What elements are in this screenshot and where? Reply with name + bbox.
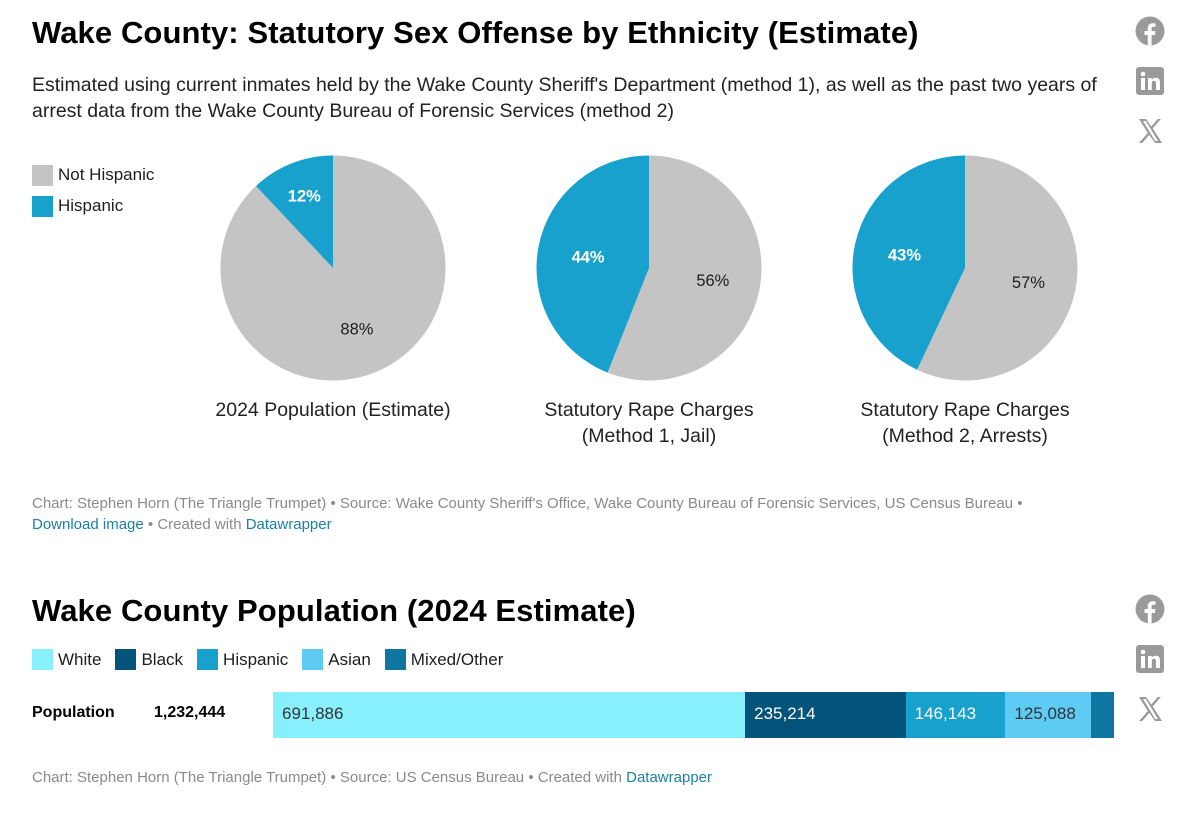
pie-label-hispanic: 12% bbox=[288, 187, 321, 205]
chart-footer: Chart: Stephen Horn (The Triangle Trumpe… bbox=[32, 493, 1152, 535]
social-share bbox=[1135, 16, 1167, 166]
bar-segment-white bbox=[273, 692, 746, 738]
row-total: 1,232,444 bbox=[154, 704, 226, 721]
footer-credit: Chart: Stephen Horn (The Triangle Trumpe… bbox=[32, 769, 622, 786]
x-icon[interactable] bbox=[1135, 116, 1165, 146]
chart-footer: Chart: Stephen Horn (The Triangle Trumpe… bbox=[32, 767, 1152, 788]
legend-item-asian: Asian bbox=[302, 649, 371, 670]
legend-label: Not Hispanic bbox=[58, 165, 155, 184]
footer-created: • Created with bbox=[147, 516, 242, 533]
legend-label: Hispanic bbox=[58, 196, 124, 215]
pie-label-not-hispanic: 57% bbox=[1012, 274, 1045, 292]
legend-label: Asian bbox=[328, 649, 371, 669]
pie-slice-not-hispanic bbox=[220, 155, 446, 381]
legend-label: Black bbox=[141, 649, 184, 669]
pie-title-population: 2024 Population (Estimate) bbox=[215, 399, 451, 421]
bar-segment-mixed-other bbox=[1090, 692, 1114, 738]
pie-label-not-hispanic: 88% bbox=[340, 320, 373, 338]
chart-section-population: Wake County Population (2024 Estimate) W… bbox=[0, 580, 1193, 813]
legend-swatch bbox=[197, 649, 219, 670]
legend-item-hispanic: Hispanic bbox=[197, 649, 288, 670]
x-icon[interactable] bbox=[1135, 694, 1165, 724]
chart-subtitle: Estimated using current inmates held by … bbox=[32, 74, 1097, 122]
pie-label-hispanic: 44% bbox=[572, 248, 605, 266]
pie-label-not-hispanic: 56% bbox=[696, 272, 729, 290]
legend-swatch bbox=[115, 649, 137, 670]
bar-row-population: Population 1,232,444 691,886 235,214 146,1… bbox=[32, 692, 1132, 738]
legend: White Black Hispanic Asian Mixed/Other bbox=[32, 649, 517, 670]
pie-title-method-1: Statutory Rape Charges (Method 1, Jail) bbox=[509, 397, 789, 449]
bar-segment-hispanic bbox=[905, 692, 1006, 738]
legend-swatch bbox=[32, 649, 53, 670]
pie-label-hispanic: 43% bbox=[888, 246, 921, 264]
pie-title-line: Statutory Rape Charges bbox=[860, 399, 1070, 421]
pie-slice-hispanic bbox=[536, 155, 649, 373]
bar-value-label: 125,088 bbox=[1014, 704, 1076, 723]
legend-label: Hispanic bbox=[223, 649, 289, 669]
legend-item-not-hispanic: Not Hispanic bbox=[32, 164, 154, 186]
legend-item-hispanic: Hispanic bbox=[32, 195, 154, 217]
bar-segment-asian bbox=[1005, 692, 1091, 738]
legend-item-black: Black bbox=[115, 649, 183, 670]
linkedin-icon[interactable] bbox=[1135, 644, 1165, 674]
download-image-link[interactable]: Download image bbox=[32, 516, 144, 533]
bar-value-label: 235,214 bbox=[754, 704, 816, 723]
pie-chart-population: 12% 88% bbox=[220, 155, 446, 381]
pie-title-line: (Method 1, Jail) bbox=[581, 425, 717, 447]
facebook-icon[interactable] bbox=[1135, 594, 1165, 624]
pie-chart-method-2: 43% 57% bbox=[852, 155, 1078, 381]
bar-segment-black bbox=[745, 692, 906, 738]
pie-slice-not-hispanic bbox=[917, 155, 1078, 381]
row-label: Population bbox=[32, 704, 115, 721]
legend-swatch bbox=[384, 649, 406, 670]
pie-slice-hispanic bbox=[255, 155, 333, 268]
linkedin-icon[interactable] bbox=[1135, 66, 1165, 96]
datawrapper-link[interactable]: Datawrapper bbox=[626, 769, 713, 786]
bar-value-label: 691,886 bbox=[282, 704, 344, 723]
chart-title: Wake County Population (2024 Estimate) bbox=[32, 593, 636, 628]
pie-title-line: (Method 2, Arrests) bbox=[882, 425, 1048, 447]
bar-value-label: 146,143 bbox=[914, 704, 977, 723]
pie-slice-not-hispanic bbox=[607, 155, 762, 381]
legend: Not Hispanic Hispanic bbox=[32, 164, 154, 226]
chart-title: Wake County: Statutory Sex Offense by Et… bbox=[32, 15, 919, 50]
legend-label: White bbox=[58, 649, 102, 669]
pie-title-method-2: Statutory Rape Charges (Method 2, Arrest… bbox=[825, 397, 1105, 449]
legend-swatch bbox=[32, 195, 53, 217]
legend-swatch bbox=[302, 649, 324, 670]
pie-slice-hispanic bbox=[852, 155, 965, 370]
legend-item-white: White bbox=[32, 649, 101, 670]
pie-title-line: Statutory Rape Charges bbox=[544, 399, 754, 421]
chart-section-ethnicity: Wake County: Statutory Sex Offense by Et… bbox=[32, 15, 1167, 535]
legend-swatch bbox=[32, 164, 53, 186]
social-share bbox=[1135, 594, 1167, 744]
pie-chart-method-1: 44% 56% bbox=[536, 155, 762, 381]
footer-credit: Chart: Stephen Horn (The Triangle Trumpe… bbox=[32, 495, 1023, 512]
legend-item-mixed-other: Mixed/Other bbox=[384, 649, 504, 670]
facebook-icon[interactable] bbox=[1135, 16, 1165, 46]
datawrapper-link[interactable]: Datawrapper bbox=[245, 516, 332, 533]
legend-label: Mixed/Other bbox=[410, 649, 504, 669]
